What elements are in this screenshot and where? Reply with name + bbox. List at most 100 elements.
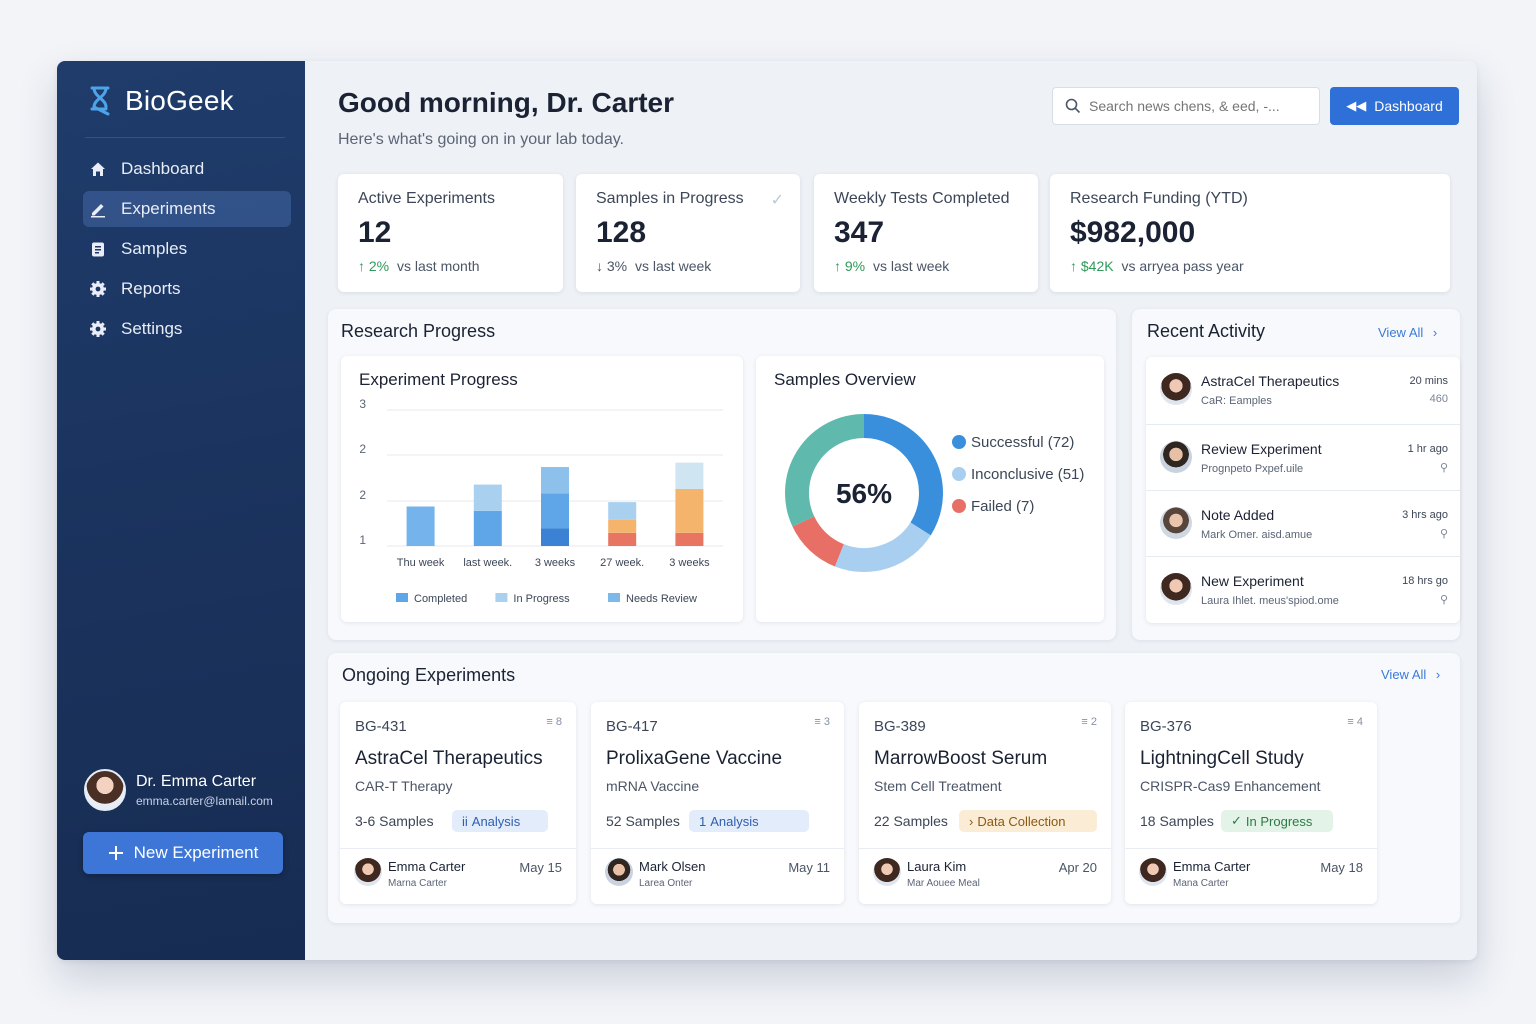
activity-time: 20 mins bbox=[1409, 375, 1448, 387]
recent-activity-panel: Recent Activity View All › AstraCel Ther… bbox=[1132, 309, 1460, 640]
y-tick-label: 1 bbox=[359, 533, 366, 547]
experiment-owner-sub: Marna Carter bbox=[388, 878, 447, 889]
experiment-card[interactable]: BG-417 ≡ 3 ProlixaGene Vaccine mRNA Vacc… bbox=[591, 702, 844, 904]
experiment-owner: Mark Olsen bbox=[639, 859, 706, 874]
x-tick-label: 3 weeks bbox=[535, 557, 576, 569]
samples-overview-card: Samples Overview 56% Successful (72) Incon… bbox=[756, 356, 1104, 622]
bar bbox=[473, 484, 502, 511]
double-arrow-left-icon: ◀◀ bbox=[1346, 98, 1367, 113]
stat-card-samples-in-progress[interactable]: Samples in Progress ✓ 128 ↓ 3% vs last w… bbox=[576, 174, 800, 292]
check-icon: ✓ bbox=[1231, 813, 1242, 828]
dashboard-button[interactable]: ◀◀ Dashboard bbox=[1330, 87, 1459, 125]
user-profile[interactable]: Dr. Emma Carter emma.carter@lamail.com bbox=[84, 769, 273, 811]
stat-change-value: $42K bbox=[1080, 258, 1114, 274]
sidebar-nav: Dashboard Experiments Samples Reports bbox=[83, 151, 291, 351]
experiment-count: ≡ 4 bbox=[1347, 716, 1363, 728]
experiment-date: May 15 bbox=[519, 860, 562, 875]
home-icon bbox=[89, 160, 107, 178]
experiment-progress-chart: 3 2 2 1 Thu week last week. 3 weeks 27 week. 3 w… bbox=[359, 397, 723, 605]
sidebar-divider bbox=[85, 137, 285, 138]
sidebar-item-label: Dashboard bbox=[121, 159, 205, 178]
bar bbox=[675, 462, 704, 489]
status-label: Data Collection bbox=[977, 813, 1066, 829]
sidebar-item-settings[interactable]: Settings bbox=[83, 311, 291, 347]
pause-icon: ii bbox=[462, 813, 468, 829]
activity-item[interactable]: Review Experiment Prognpeto Pxpef.uile 1… bbox=[1146, 424, 1460, 490]
dashboard-button-label: Dashboard bbox=[1374, 98, 1443, 114]
legend-swatch bbox=[495, 593, 508, 602]
stat-card-weekly-tests[interactable]: Weekly Tests Completed 347 ↑ 9% vs last … bbox=[814, 174, 1038, 292]
x-tick-label: 3 weeks bbox=[669, 557, 710, 569]
y-tick-label: 2 bbox=[359, 488, 366, 502]
legend-swatch bbox=[952, 467, 966, 481]
panel-title: Research Progress bbox=[341, 321, 496, 341]
bar bbox=[608, 502, 637, 520]
experiment-owner-sub: Larea Onter bbox=[639, 878, 693, 889]
activity-item[interactable]: Note Added Mark Omer. aisd.amue 3 hrs ag… bbox=[1146, 490, 1460, 556]
app-window: BioGeek Dashboard Experiments Samples bbox=[57, 61, 1477, 960]
experiment-card[interactable]: BG-389 ≡ 2 MarrowBoost Serum Stem Cell T… bbox=[859, 702, 1111, 904]
sidebar-item-label: Reports bbox=[121, 279, 181, 298]
stat-change-suffix: vs last week bbox=[635, 258, 712, 274]
stat-label: Research Funding (YTD) bbox=[1070, 190, 1248, 207]
view-all-activity-link[interactable]: View All › bbox=[1378, 325, 1437, 340]
bar bbox=[541, 467, 569, 494]
donut-slice bbox=[792, 515, 845, 567]
sidebar-item-reports[interactable]: Reports bbox=[83, 271, 291, 307]
donut-slice bbox=[863, 414, 943, 536]
experiment-card[interactable]: BG-431 ≡ 8 AstraCel Therapeutics CAR-T T… bbox=[340, 702, 576, 904]
status-badge: 1 Analysis bbox=[689, 810, 809, 832]
stat-label: Weekly Tests Completed bbox=[834, 190, 1010, 207]
card-title: Experiment Progress bbox=[359, 370, 518, 389]
brand[interactable]: BioGeek bbox=[87, 85, 234, 117]
status-label: Analysis bbox=[710, 813, 759, 829]
experiment-samples: 52 Samples bbox=[606, 813, 680, 829]
chevron-right-icon: › bbox=[1435, 667, 1441, 682]
bar bbox=[608, 532, 637, 546]
gear-icon bbox=[89, 320, 107, 338]
arrow-up-icon: ↑ bbox=[358, 258, 365, 274]
avatar bbox=[873, 858, 901, 886]
stat-card-active-experiments[interactable]: Active Experiments 12 ↑ 2% vs last month bbox=[338, 174, 563, 292]
sidebar-item-dashboard[interactable]: Dashboard bbox=[83, 151, 291, 187]
card-divider bbox=[591, 848, 844, 849]
experiment-id: BG-389 bbox=[874, 718, 926, 735]
experiment-count-value: 8 bbox=[555, 716, 562, 728]
x-tick-label: last week. bbox=[463, 557, 512, 569]
chevron-right-icon: › bbox=[1432, 325, 1438, 340]
user-name: Dr. Emma Carter bbox=[136, 772, 257, 790]
activity-item[interactable]: AstraCel Therapeutics CaR: Eamples 20 mi… bbox=[1146, 357, 1460, 423]
avatar bbox=[84, 769, 126, 811]
new-experiment-label: New Experiment bbox=[133, 843, 259, 862]
experiment-id: BG-417 bbox=[606, 718, 658, 735]
avatar bbox=[354, 858, 382, 886]
samples-overview-chart: 56% Successful (72) Inconclusive (51) Faile… bbox=[785, 414, 1084, 572]
experiment-id: BG-431 bbox=[355, 718, 407, 735]
bar bbox=[608, 519, 637, 533]
search-box[interactable] bbox=[1052, 87, 1320, 125]
legend-swatch bbox=[952, 435, 966, 449]
chevron-right-icon: › bbox=[969, 813, 974, 829]
arrow-up-icon: ↑ bbox=[834, 258, 841, 274]
sidebar-item-samples[interactable]: Samples bbox=[83, 231, 291, 267]
arrow-down-icon: ↓ bbox=[596, 258, 603, 274]
experiment-name: AstraCel Therapeutics bbox=[355, 748, 543, 769]
view-all-label: View All bbox=[1381, 667, 1427, 682]
legend-swatch bbox=[608, 593, 620, 602]
legend-swatch bbox=[952, 499, 966, 513]
stat-card-research-funding[interactable]: Research Funding (YTD) $982,000 ↑ $42K v… bbox=[1050, 174, 1450, 292]
stat-change: ↓ 3% vs last week bbox=[596, 258, 780, 274]
new-experiment-button[interactable]: New Experiment bbox=[83, 832, 283, 874]
page-subtitle: Here's what's going on in your lab today… bbox=[338, 131, 624, 148]
sidebar-item-experiments[interactable]: Experiments bbox=[83, 191, 291, 227]
experiment-count-value: 4 bbox=[1356, 716, 1363, 728]
bar bbox=[541, 528, 569, 546]
bar bbox=[473, 510, 502, 546]
status-badge: ✓ In Progress bbox=[1221, 810, 1333, 832]
view-all-experiments-link[interactable]: View All › bbox=[1381, 667, 1440, 682]
activity-item[interactable]: New Experiment Laura Ihlet. meus'spiod.o… bbox=[1146, 556, 1460, 622]
search-input[interactable] bbox=[1089, 98, 1303, 114]
experiment-type: CAR-T Therapy bbox=[355, 778, 453, 794]
experiment-card[interactable]: BG-376 ≡ 4 LightningCell Study CRISPR-Ca… bbox=[1125, 702, 1377, 904]
experiment-count-value: 3 bbox=[823, 716, 830, 728]
